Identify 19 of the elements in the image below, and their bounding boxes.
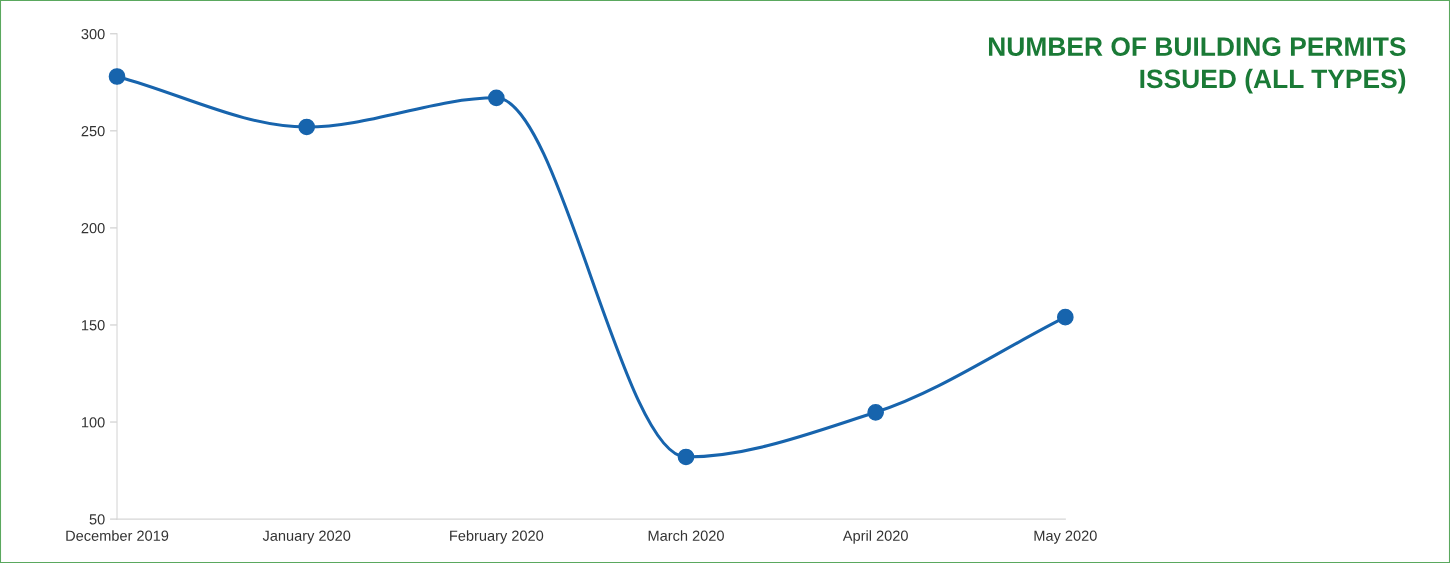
x-tick-label: April 2020: [842, 530, 908, 544]
y-tick-label: 50: [89, 514, 105, 525]
point: [108, 68, 126, 85]
x-tick-label: January 2020: [262, 530, 351, 544]
x-tick-label: December 2019: [66, 530, 169, 541]
point: [488, 89, 505, 107]
x-tick-label: March 2020: [648, 530, 724, 541]
y-tick-label: 300: [81, 28, 105, 40]
x-tick-label: May 2020: [1034, 530, 1097, 544]
text: NUMBER OF BUILDING PERMITS ISSUED (ALL TYPES): [988, 37, 1406, 94]
point: [867, 403, 884, 421]
y-tick-label: 100: [81, 417, 105, 428]
y-tick-label: 250: [81, 125, 105, 137]
y-tick-label: 150: [81, 320, 105, 331]
point: [677, 448, 695, 466]
point: [298, 118, 316, 136]
y-tick-label: 200: [81, 223, 105, 234]
x-tick-label: February 2020: [450, 530, 544, 544]
point: [1056, 308, 1074, 326]
